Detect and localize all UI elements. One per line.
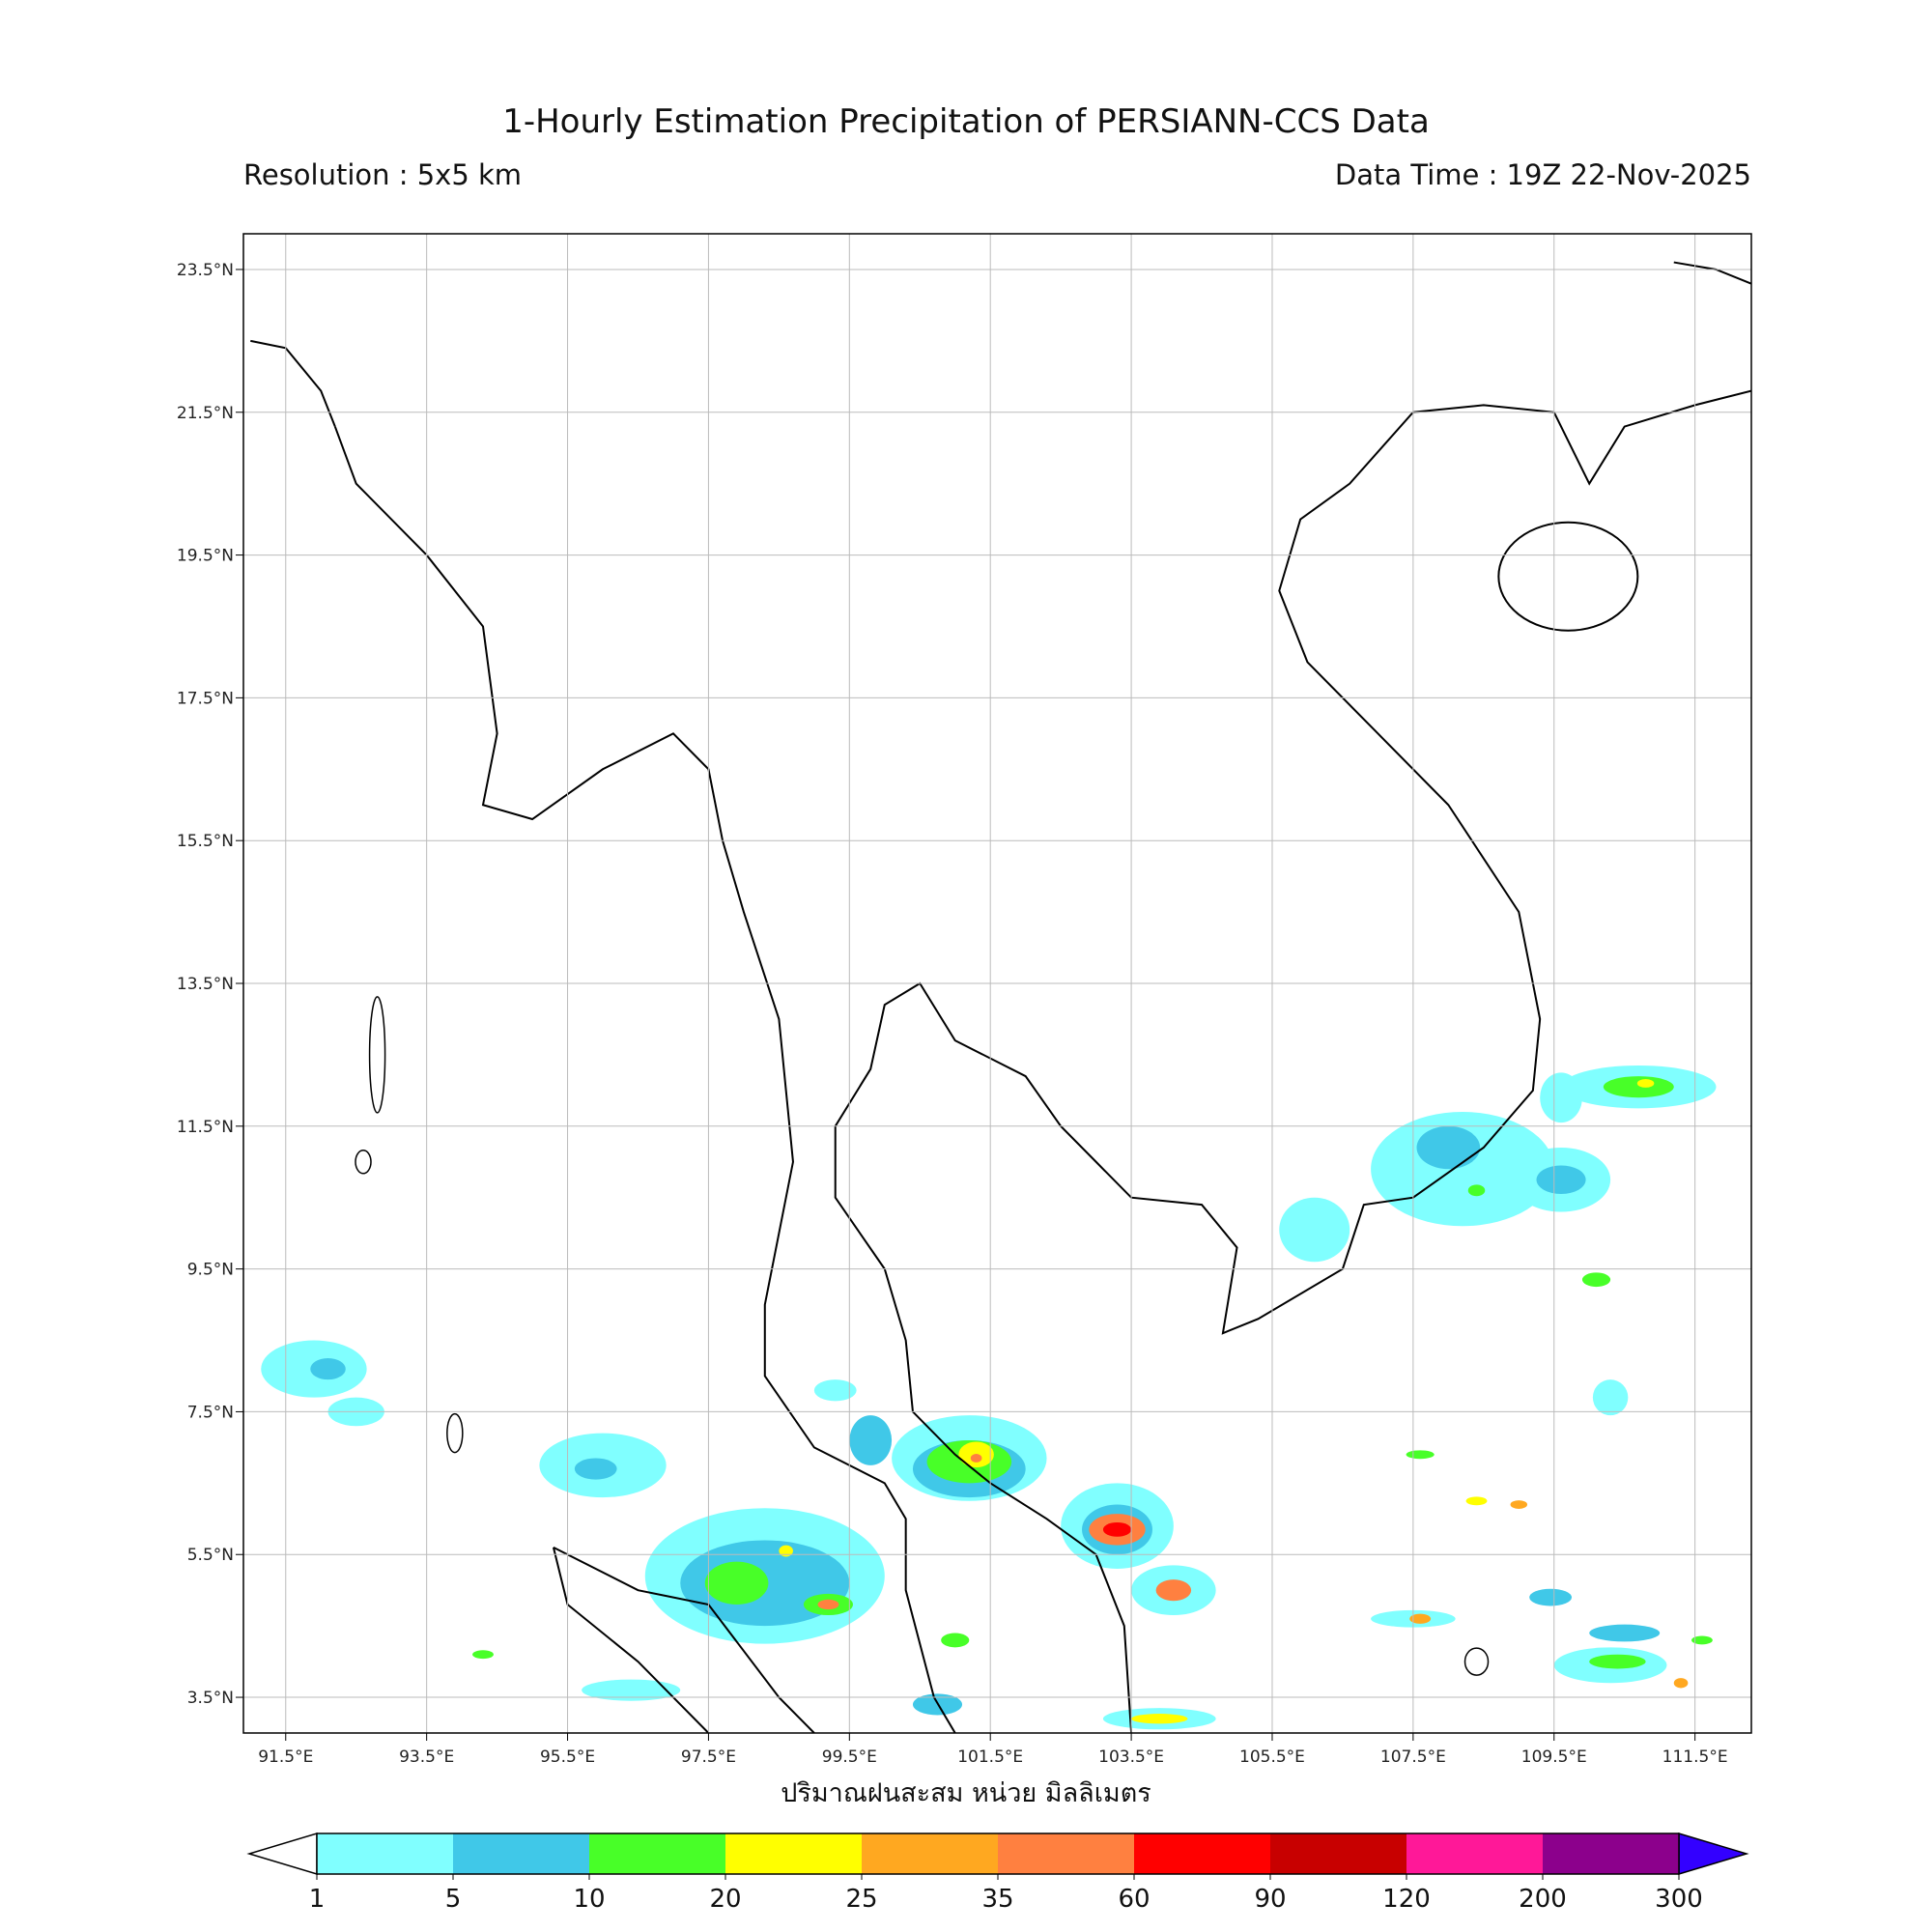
map-title: 1-Hourly Estimation Precipitation of PER… (502, 102, 1430, 141)
colorbar-segment (453, 1833, 590, 1874)
lat-tick-label: 13.5°N (177, 975, 234, 994)
lat-tick-label: 7.5°N (187, 1403, 234, 1422)
colorbar-segment (1270, 1833, 1407, 1874)
lat-tick-label: 23.5°N (177, 261, 234, 280)
coastline (1673, 261, 1751, 285)
x-axis-label: ปริมาณฝนสะสม หน่วย มิลลิเมตร (781, 1778, 1151, 1808)
map-layer (243, 234, 1751, 1733)
precip-area (1592, 1379, 1629, 1416)
resolution-label: Resolution : 5x5 km (243, 158, 523, 191)
colorbar-label: 1 (309, 1885, 326, 1914)
precip-area (704, 1561, 769, 1605)
lat-tick-label: 17.5°N (177, 689, 234, 708)
precip-area (472, 1650, 494, 1660)
colorbar-segment (1543, 1833, 1680, 1874)
precip-area (1465, 1496, 1488, 1506)
precip-area (1529, 1588, 1572, 1606)
colorbar-label: 90 (1254, 1885, 1286, 1914)
colorbar-segment (317, 1833, 454, 1874)
precip-area (1409, 1613, 1432, 1624)
lon-tick-label: 103.5°E (1098, 1747, 1164, 1767)
precip-area (1467, 1184, 1486, 1197)
precip-area (1673, 1678, 1689, 1689)
colorbar-label: 300 (1655, 1885, 1703, 1914)
colorbar-segment (1134, 1833, 1271, 1874)
map-frame (242, 233, 1752, 1734)
precip-area (1131, 1714, 1188, 1724)
lat-tick-label: 15.5°N (177, 832, 234, 851)
colorbar-segment (998, 1833, 1135, 1874)
precip-area (1102, 1521, 1132, 1537)
coastline (333, 426, 956, 1733)
lon-tick-label: 97.5°E (681, 1747, 736, 1767)
precip-area (941, 1633, 970, 1648)
lon-tick-label: 91.5°E (258, 1747, 313, 1767)
colorbar-label: 25 (845, 1885, 877, 1914)
lat-tick-label: 9.5°N (187, 1261, 234, 1280)
lon-tick-label: 101.5°E (957, 1747, 1023, 1767)
island (355, 1150, 372, 1175)
colorbar-label: 10 (573, 1885, 605, 1914)
colorbar-under-arrow (246, 1832, 318, 1876)
island (446, 1412, 464, 1454)
precip-area (849, 1415, 893, 1465)
lon-tick-label: 99.5°E (822, 1747, 877, 1767)
hainan-island (1497, 521, 1639, 632)
precip-area (1540, 1072, 1582, 1123)
colorbar-label: 35 (981, 1885, 1013, 1914)
precip-area (310, 1358, 346, 1380)
lon-tick-label: 95.5°E (540, 1747, 595, 1767)
colorbar-segment (1406, 1833, 1544, 1874)
lon-tick-label: 93.5°E (399, 1747, 454, 1767)
colorbar-over-arrow (1678, 1832, 1749, 1876)
precip-area (1371, 1112, 1554, 1227)
colorbar-label: 200 (1519, 1885, 1567, 1914)
precip-area (1603, 1076, 1674, 1098)
precip-area (1690, 1635, 1713, 1645)
precip-area (1589, 1654, 1646, 1669)
precip-area (1510, 1500, 1528, 1509)
colorbar-segment (589, 1833, 726, 1874)
lon-tick-label: 109.5°E (1521, 1747, 1587, 1767)
coastline (250, 339, 336, 427)
precip-area (970, 1454, 982, 1463)
lon-tick-label: 111.5°E (1662, 1747, 1728, 1767)
precip-area (582, 1679, 681, 1701)
precip-area (1155, 1579, 1192, 1602)
precip-area (1536, 1165, 1586, 1195)
precip-area (779, 1545, 793, 1557)
lon-tick-label: 105.5°E (1239, 1747, 1305, 1767)
coastline (834, 389, 1751, 1733)
colorbar-segment (725, 1833, 863, 1874)
colorbar-label: 120 (1382, 1885, 1431, 1914)
colorbar-segment (862, 1833, 999, 1874)
precip-area (1581, 1272, 1611, 1288)
colorbar-label: 5 (445, 1885, 462, 1914)
lat-tick-label: 5.5°N (187, 1546, 234, 1565)
precip-area (574, 1458, 617, 1480)
precip-area (813, 1379, 857, 1402)
colorbar-label: 60 (1118, 1885, 1150, 1914)
precip-area (1406, 1450, 1435, 1460)
precip-area (1636, 1079, 1655, 1088)
precip-area (1279, 1197, 1350, 1263)
island (1463, 1647, 1490, 1676)
data-time-label: Data Time : 19Z 22-Nov-2025 (1334, 158, 1751, 191)
lat-tick-label: 3.5°N (187, 1689, 234, 1708)
island (368, 996, 386, 1114)
lat-tick-label: 19.5°N (177, 547, 234, 566)
lon-tick-label: 107.5°E (1380, 1747, 1446, 1767)
precip-area (1416, 1125, 1481, 1170)
lat-tick-label: 21.5°N (177, 404, 234, 423)
colorbar-label: 20 (709, 1885, 741, 1914)
lat-tick-label: 11.5°N (177, 1118, 234, 1137)
precip-area (1589, 1624, 1661, 1642)
precip-area (817, 1599, 839, 1610)
